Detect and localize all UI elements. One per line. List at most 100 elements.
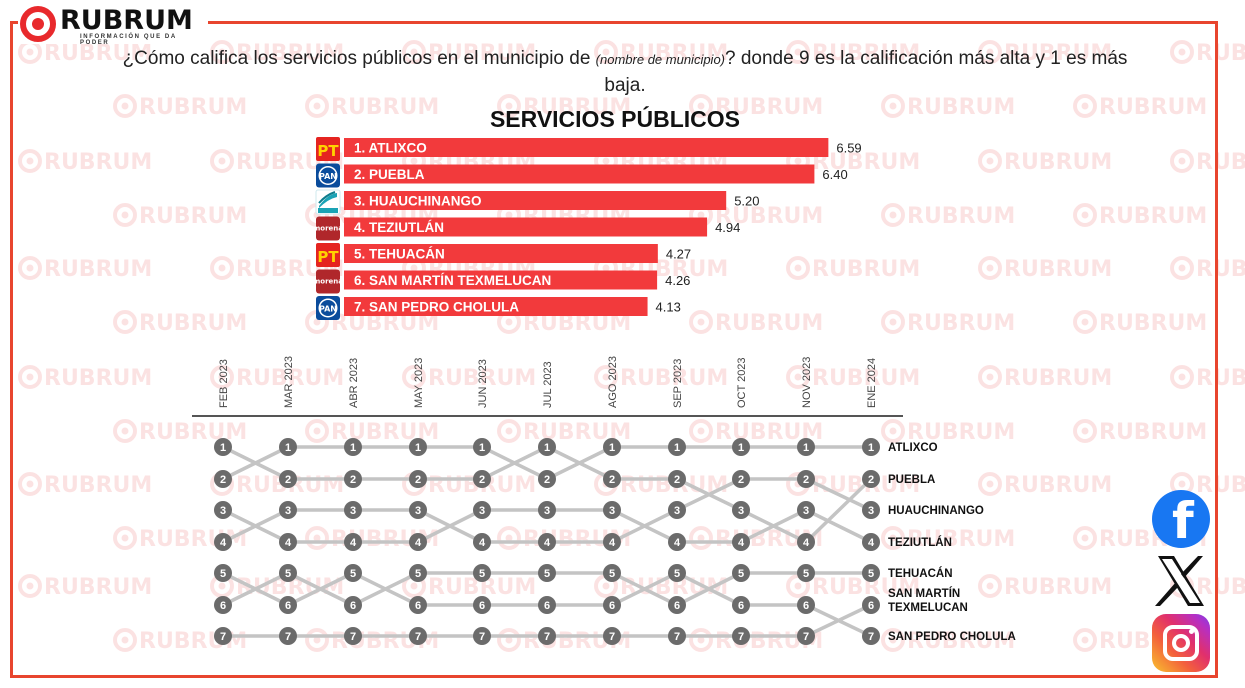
rank-marker: 7 — [797, 627, 815, 645]
svg-text:4: 4 — [674, 537, 681, 549]
bar-value-label: 4.13 — [656, 300, 681, 315]
bar — [344, 164, 815, 184]
svg-text:4: 4 — [479, 537, 486, 549]
rank-marker: 2 — [473, 470, 491, 488]
svg-text:4: 4 — [803, 537, 810, 549]
svg-text:3: 3 — [803, 505, 809, 517]
svg-text:5: 5 — [544, 568, 550, 580]
svg-text:4: 4 — [738, 537, 745, 549]
rank-marker: 1 — [473, 438, 491, 456]
rank-marker: 4 — [603, 533, 621, 551]
rank-marker: 3 — [473, 501, 491, 519]
rank-marker: 4 — [797, 533, 815, 551]
rank-marker: 2 — [732, 470, 750, 488]
svg-text:5: 5 — [868, 568, 874, 580]
x-tick-label: OCT 2023 — [736, 357, 748, 408]
rank-marker: 1 — [409, 438, 427, 456]
svg-text:1: 1 — [544, 442, 550, 454]
rank-marker: 6 — [214, 596, 232, 614]
rank-marker: 1 — [344, 438, 362, 456]
svg-text:6: 6 — [803, 600, 809, 612]
svg-text:2: 2 — [868, 474, 874, 486]
pan-logo-icon: PAN — [316, 163, 340, 188]
svg-text:6: 6 — [479, 600, 485, 612]
svg-text:6: 6 — [738, 600, 744, 612]
x-icon[interactable] — [1152, 552, 1210, 610]
rank-marker: 2 — [279, 470, 297, 488]
bar-value-label: 6.59 — [836, 141, 861, 156]
svg-text:6: 6 — [415, 600, 421, 612]
series-end-label: ATLIXCO — [888, 442, 938, 454]
series-end-label: SAN MARTÍN TEXMELUCAN — [888, 587, 968, 614]
svg-text:3: 3 — [350, 505, 356, 517]
rank-marker: 3 — [538, 501, 556, 519]
svg-text:5: 5 — [738, 568, 744, 580]
brand-logo: RUBRUM INFORMACIÓN QUE DA PODER — [18, 4, 208, 46]
svg-text:1: 1 — [803, 442, 809, 454]
rank-marker: 3 — [797, 501, 815, 519]
svg-text:2: 2 — [285, 474, 291, 486]
bar-category-label: 5. TEHUACÁN — [354, 247, 445, 262]
instagram-icon[interactable] — [1152, 614, 1210, 672]
svg-text:5: 5 — [803, 568, 809, 580]
rank-marker: 3 — [409, 501, 427, 519]
svg-text:7: 7 — [544, 631, 550, 643]
facebook-icon[interactable]: f — [1152, 490, 1210, 550]
rank-marker: 3 — [603, 501, 621, 519]
rank-marker: 5 — [409, 564, 427, 582]
rank-marker: 4 — [473, 533, 491, 551]
svg-text:7: 7 — [738, 631, 744, 643]
x-tick-label: ABR 2023 — [348, 358, 360, 408]
x-tick-label: FEB 2023 — [218, 359, 230, 408]
survey-question: ¿Cómo califica los servicios públicos en… — [120, 46, 1130, 99]
x-tick-label: NOV 2023 — [801, 357, 813, 408]
logo-text: RUBRUM — [60, 5, 193, 36]
svg-text:2: 2 — [738, 474, 744, 486]
rank-marker: 6 — [538, 596, 556, 614]
bar — [344, 297, 648, 316]
svg-text:1: 1 — [285, 442, 291, 454]
pan-logo-icon: PAN — [316, 296, 340, 320]
rank-marker: 1 — [797, 438, 815, 456]
svg-text:6: 6 — [350, 600, 356, 612]
rank-marker: 7 — [214, 627, 232, 645]
rank-marker: 6 — [473, 596, 491, 614]
rank-marker: 4 — [409, 533, 427, 551]
rank-marker: 5 — [797, 564, 815, 582]
frame-top-left-line — [10, 21, 18, 24]
svg-text:2: 2 — [415, 474, 421, 486]
x-tick-label: ENE 2024 — [866, 358, 878, 408]
series-end-label: HUAUCHINANGO — [888, 505, 984, 517]
rank-marker: 5 — [538, 564, 556, 582]
logo-tagline: INFORMACIÓN QUE DA PODER — [80, 34, 177, 46]
rank-marker: 1 — [862, 438, 880, 456]
x-tick-label: MAR 2023 — [283, 356, 295, 408]
svg-text:PAN: PAN — [319, 305, 337, 314]
svg-text:4: 4 — [350, 537, 357, 549]
svg-text:7: 7 — [609, 631, 615, 643]
rank-marker: 3 — [862, 501, 880, 519]
bar — [344, 270, 658, 290]
bar-category-label: 1. ATLIXCO — [354, 141, 427, 156]
svg-text:1: 1 — [609, 442, 615, 454]
svg-text:PT: PT — [317, 142, 339, 160]
x-tick-label: MAY 2023 — [413, 358, 425, 408]
rank-marker: 7 — [668, 627, 686, 645]
bar — [344, 217, 708, 237]
rank-marker: 1 — [279, 438, 297, 456]
svg-text:5: 5 — [674, 568, 680, 580]
bar — [344, 138, 829, 157]
svg-text:1: 1 — [738, 442, 744, 454]
rank-marker: 7 — [279, 627, 297, 645]
svg-text:5: 5 — [609, 568, 615, 580]
rank-marker: 4 — [279, 533, 297, 551]
bar-category-label: 3. HUAUCHINANGO — [354, 194, 482, 209]
svg-text:4: 4 — [868, 537, 875, 549]
rank-marker: 4 — [732, 533, 750, 551]
rank-marker: 5 — [214, 564, 232, 582]
svg-text:3: 3 — [738, 505, 744, 517]
rank-marker: 7 — [344, 627, 362, 645]
x-tick-label: AGO 2023 — [607, 356, 619, 408]
svg-text:7: 7 — [803, 631, 809, 643]
